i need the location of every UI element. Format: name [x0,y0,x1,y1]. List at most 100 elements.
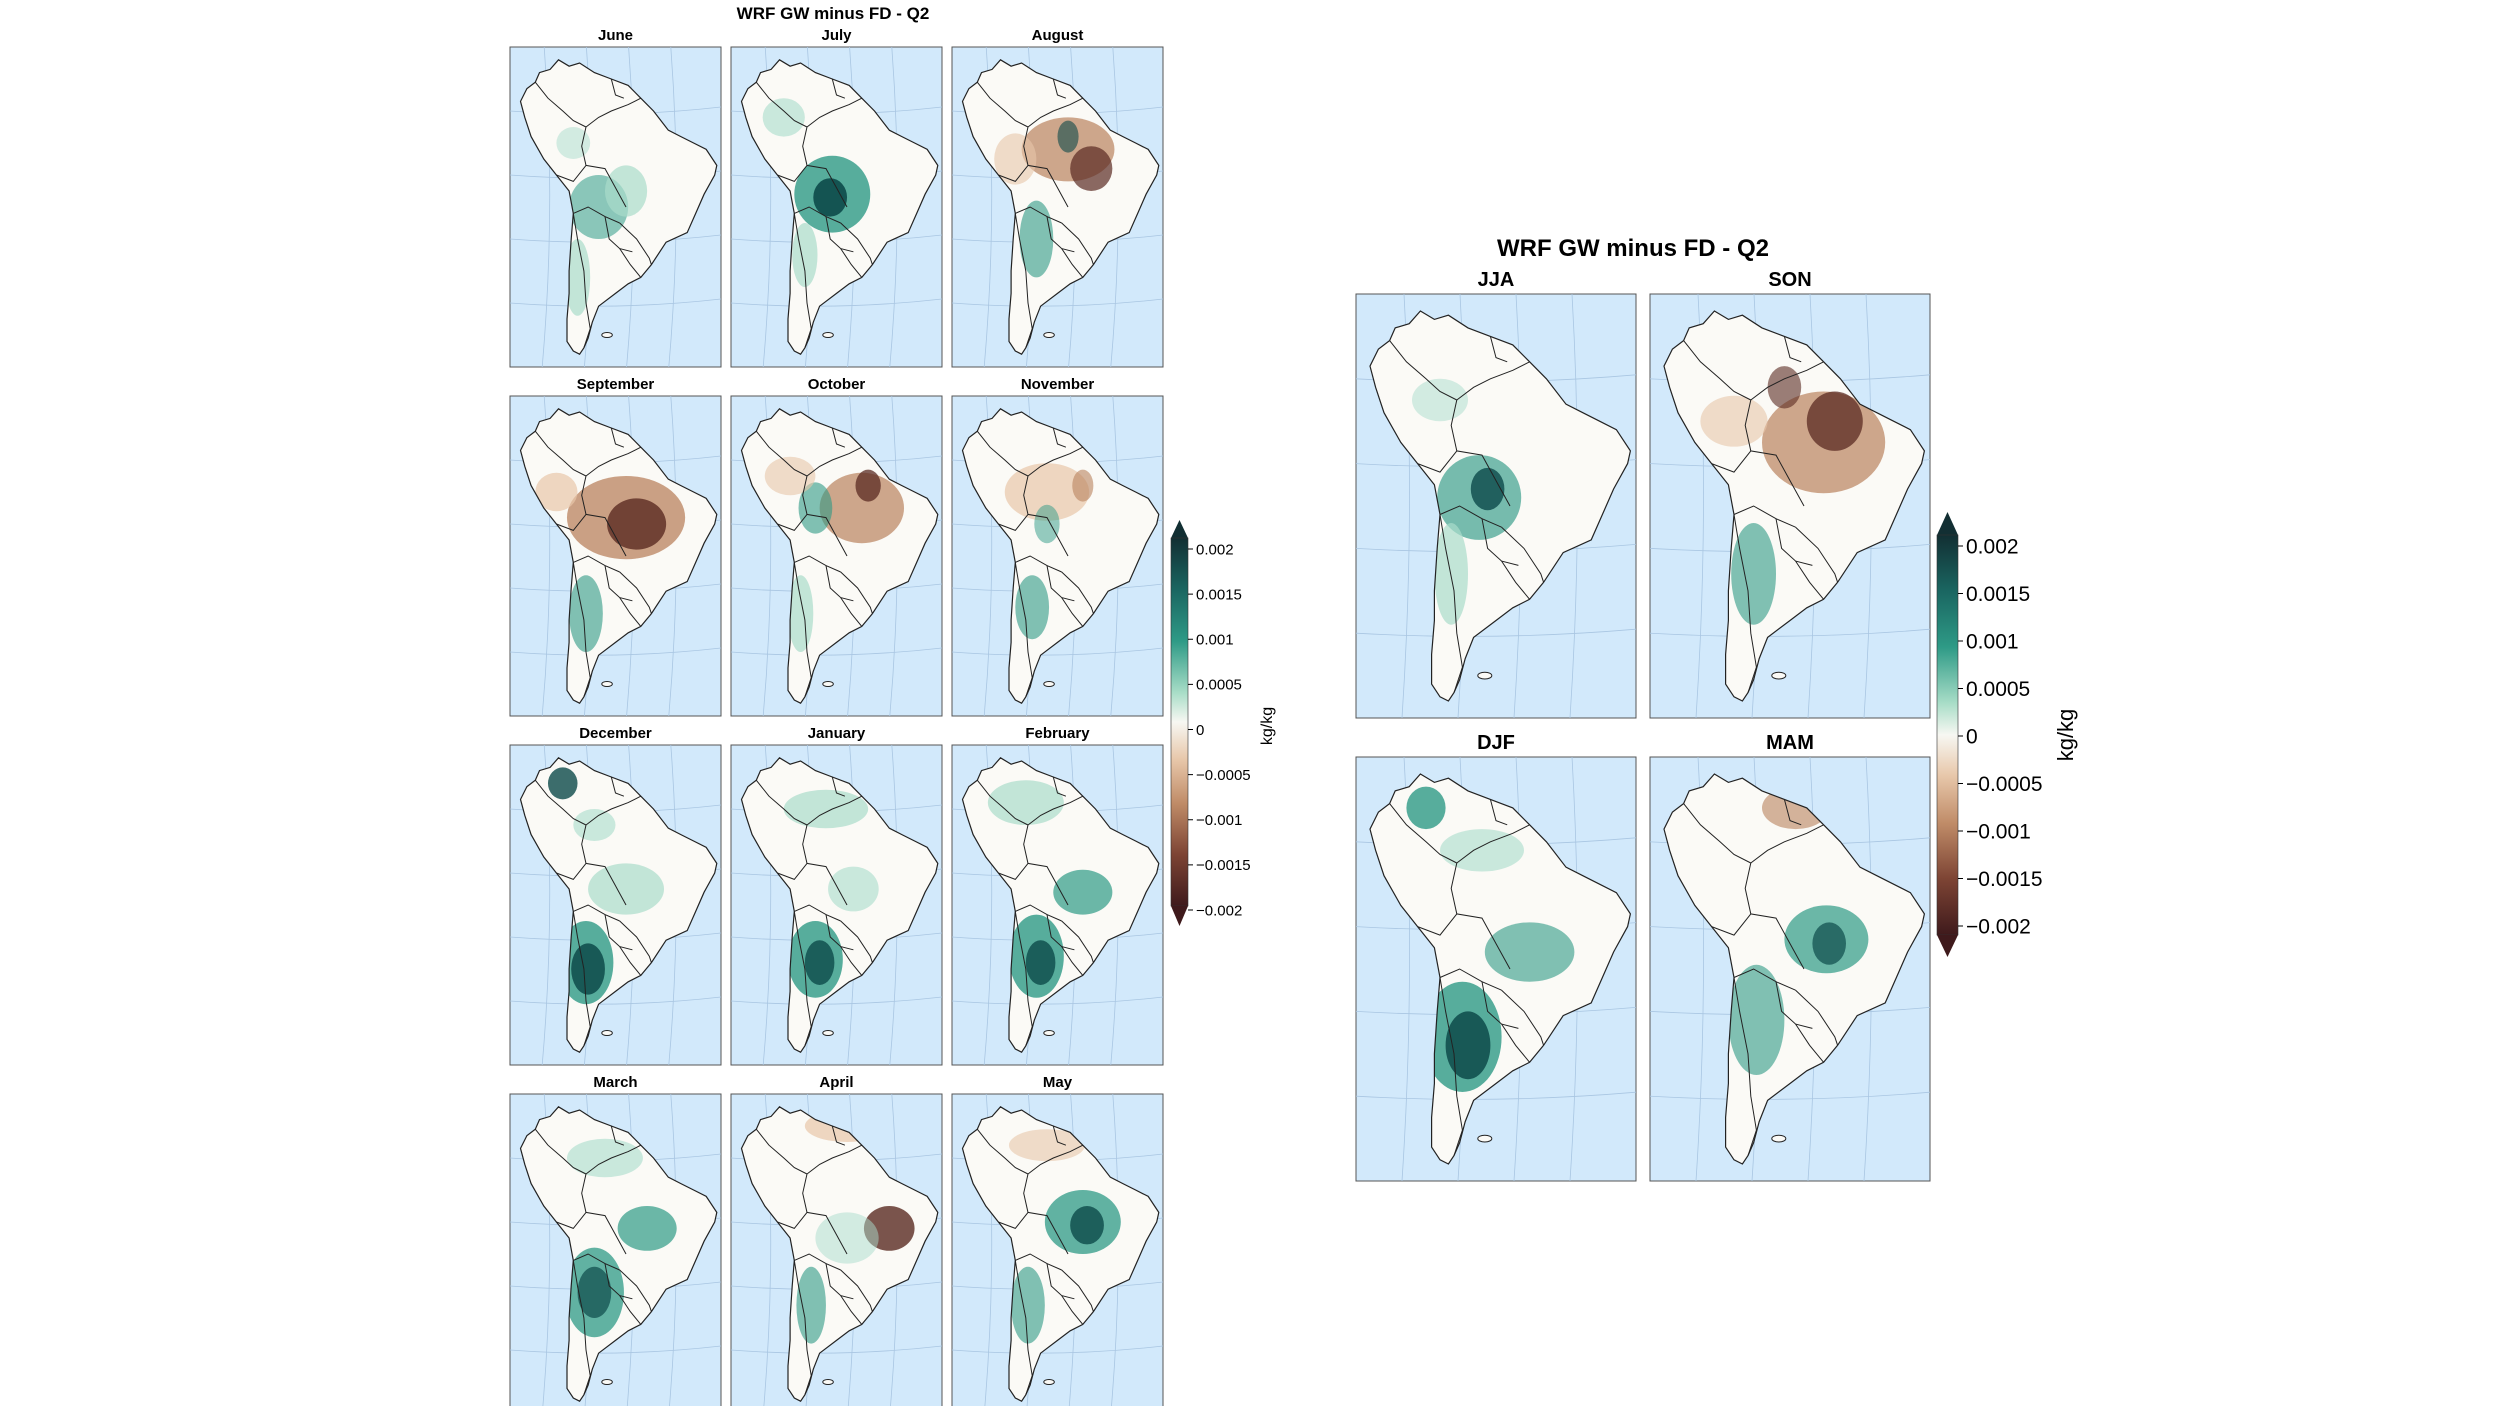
seasonal-colorbar: 0.002 0.0015 0.001 0.0005 0 −0.0005 −0.001 −0.0… [1936,512,2078,957]
seasonal-colorbar-ticks: 0.002 0.0015 0.001 0.0005 0 −0.0005 −0.001 −0.0… [1958,535,2043,938]
colorbar-tick-label: −0.0015 [1196,857,1251,874]
month-july-panel: July [730,27,943,368]
colorbar-tick-label: −0.002 [1196,902,1242,919]
month-october-map-coastline [740,408,939,704]
season-jja-label: JJA [1478,269,1515,291]
season-mam-map-coastline [1663,773,1926,1165]
month-september-map-borders [534,427,652,697]
seasonal-figure-title: WRF GW minus FD - Q2 [1497,235,1769,262]
month-july-map-anomaly-field [762,98,871,287]
colorbar-tick-label: 0 [1966,725,1978,748]
month-january-map-borders [755,776,873,1046]
season-djf-map-coastline [1369,773,1632,1165]
month-february-map-coastline [961,757,1160,1053]
month-march-map-coastline [519,1106,718,1402]
seasonal-colorbar-top-arrow [1937,512,1958,535]
month-june-panel: June [509,27,722,368]
monthly-colorbar-top-arrow [1171,520,1188,538]
monthly-panel-grid: June July August September October November De… [509,27,1164,1406]
month-november-map-anomaly-field [1004,463,1094,640]
seasonal-panel-grid: JJA SON DJF MAM [1355,269,1931,1182]
month-march-map-borders [534,1125,652,1395]
season-jja-map-anomaly-field [1412,378,1522,625]
month-july-map-borders [755,78,873,348]
month-april-panel: April [730,1074,943,1406]
seasonal-colorbar-unit: kg/kg [2053,709,2078,762]
month-may-map-borders [976,1125,1094,1395]
month-january-map-coastline [740,757,939,1053]
month-december-map-anomaly-field [547,767,665,1005]
season-jja-map-coastline [1369,310,1632,702]
season-djf-map-borders [1389,799,1545,1156]
season-mam-map-land [1664,774,1925,1164]
month-may-panel: May [951,1074,1164,1406]
monthly-figure: WRF GW minus FD - Q2 June July August Septe… [509,4,1276,1406]
month-october-map-borders [755,427,873,697]
month-august-label: August [1032,27,1084,44]
colorbar-tick-label: 0.002 [1196,541,1234,558]
month-october-label: October [808,376,866,393]
season-son-map-coastline [1663,310,1926,702]
monthly-colorbar-bottom-arrow [1171,906,1188,926]
colorbar-tick-label: 0.0015 [1966,583,2030,606]
colorbar-tick-label: 0.001 [1196,632,1234,649]
month-december-label: December [579,725,652,742]
colorbar-tick-label: 0.0005 [1966,678,2030,701]
month-january-map-anomaly-field [783,789,879,998]
monthly-figure-title: WRF GW minus FD - Q2 [737,4,930,23]
monthly-colorbar: 0.002 0.0015 0.001 0.0005 0 −0.0005 −0.001 −0.0… [1170,520,1276,926]
season-son-map-borders [1683,336,1839,693]
colorbar-tick-label: −0.001 [1966,820,2031,843]
month-september-map-anomaly-field [535,472,686,652]
month-june-map-coastline [519,59,718,355]
season-mam-panel: MAM [1649,732,1931,1182]
colorbar-tick-label: −0.0005 [1196,767,1251,784]
season-djf-label: DJF [1477,732,1515,754]
season-mam-label: MAM [1766,732,1814,754]
month-june-map-anomaly-field [556,127,648,316]
season-son-map-anomaly-field [1700,366,1886,625]
seasonal-colorbar-bar [1936,534,1959,936]
month-march-panel: March [509,1074,722,1406]
month-december-panel: December [509,725,722,1066]
month-august-panel: August [951,27,1164,368]
monthly-colorbar-bar [1170,537,1189,907]
colorbar-tick-label: −0.0005 [1966,773,2043,796]
month-april-label: April [819,1074,853,1091]
colorbar-tick-label: 0.0005 [1196,677,1242,694]
month-december-map-coastline [519,757,718,1053]
month-june-label: June [598,27,633,44]
month-august-map-coastline [961,59,1160,355]
month-august-map-borders [976,78,1094,348]
month-march-label: March [593,1074,637,1091]
colorbar-tick-label: 0 [1196,722,1204,739]
month-june-map-borders [534,78,652,348]
month-december-map-borders [534,776,652,1046]
month-november-map-coastline [961,408,1160,704]
monthly-colorbar-ticks: 0.002 0.0015 0.001 0.0005 0 −0.0005 −0.001 −0.0… [1188,541,1251,919]
month-october-map-anomaly-field [764,456,905,652]
month-february-label: February [1025,725,1090,742]
colorbar-tick-label: 0.002 [1966,535,2019,558]
month-january-label: January [808,725,866,742]
month-november-map-borders [976,427,1094,697]
month-may-label: May [1043,1074,1073,1091]
month-february-panel: February [951,725,1164,1066]
month-november-label: November [1021,376,1095,393]
season-jja-panel: JJA [1355,269,1637,719]
month-september-label: September [577,376,655,393]
season-son-label: SON [1768,269,1811,291]
season-djf-panel: DJF [1355,732,1637,1182]
colorbar-tick-label: −0.002 [1966,915,2031,938]
season-jja-map-borders [1389,336,1545,693]
season-djf-map-anomaly-field [1406,786,1575,1092]
month-april-map-borders [755,1125,873,1395]
monthly-colorbar-unit: kg/kg [1259,707,1276,745]
colorbar-tick-label: 0.001 [1966,630,2019,653]
colorbar-tick-label: −0.0015 [1966,868,2043,891]
month-august-map-anomaly-field [994,117,1115,278]
month-april-map-coastline [740,1106,939,1402]
season-son-panel: SON [1649,269,1931,719]
